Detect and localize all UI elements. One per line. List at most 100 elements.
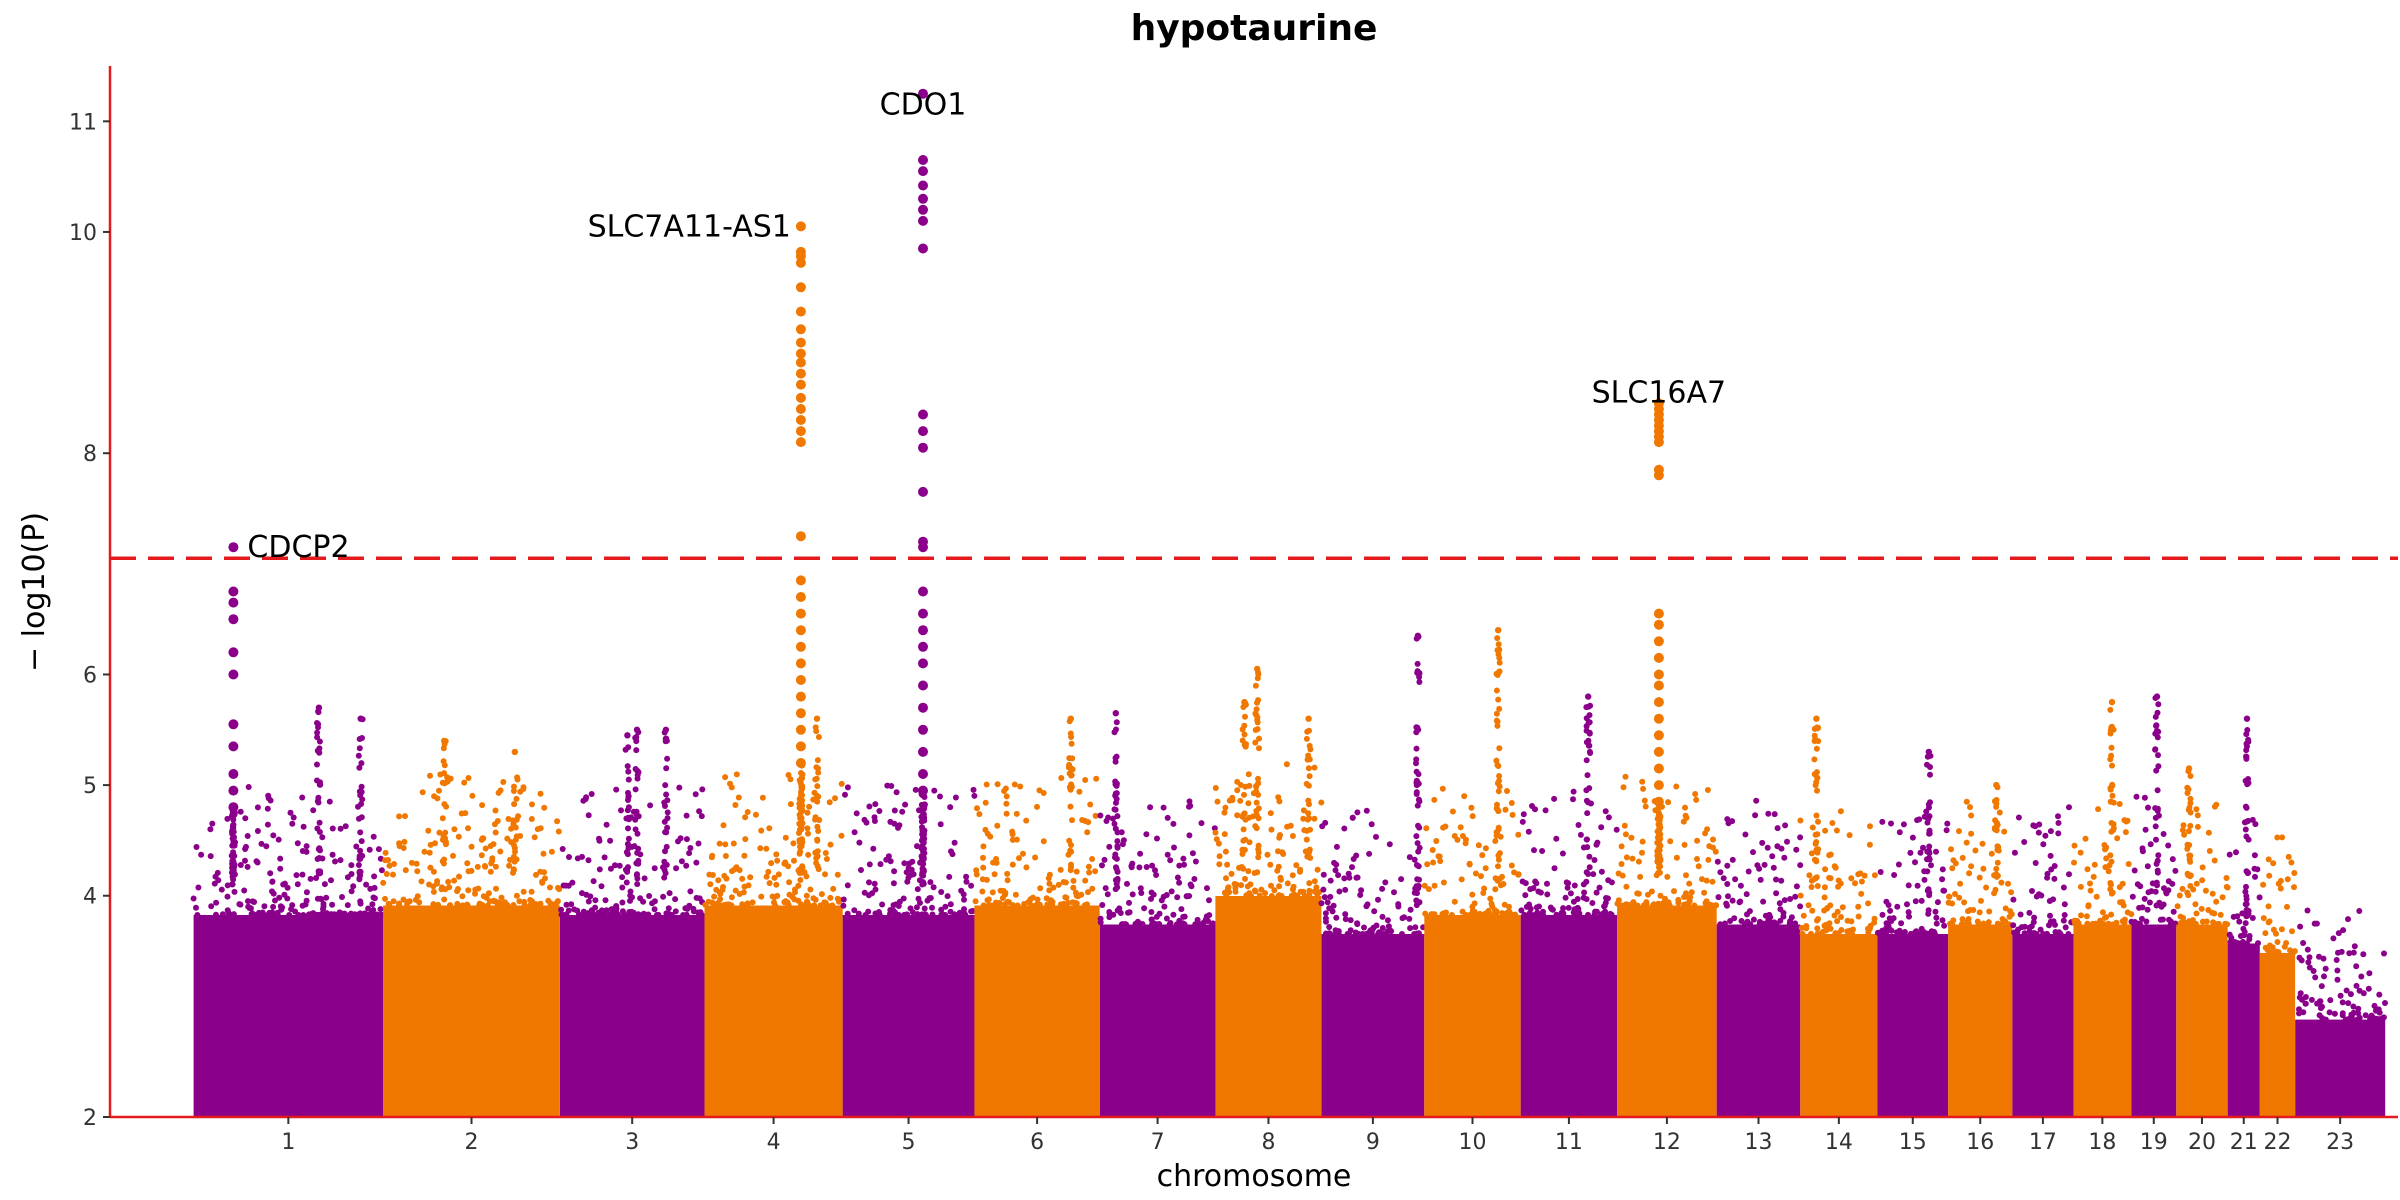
snp-point [2179,827,2186,834]
snp-point [263,843,270,850]
snp-point [1224,861,1231,868]
snp-point [190,895,197,902]
snp-point [1194,916,1201,923]
significant-snp [918,155,928,165]
dense-band [1800,934,1878,1117]
snp-point [903,869,910,876]
snp-point [976,811,983,818]
snp-point [1451,898,1458,905]
snp-point [1023,817,1030,824]
snp-point [2372,1007,2379,1014]
snp-point [358,760,365,767]
snp-point [774,892,781,899]
snp-point [1026,898,1033,905]
snp-point [1530,885,1537,892]
dense-band [2012,934,2074,1117]
dense-band [974,905,1100,1117]
snp-point [1274,867,1281,874]
snp-point [1985,919,1992,926]
snp-point [427,864,434,871]
snp-point [314,761,320,768]
snp-point [537,790,544,797]
snp-point [2184,784,2191,791]
snp-point [1838,927,1845,933]
snp-point [1112,851,1119,858]
snp-point [632,734,639,741]
snp-point [430,901,437,908]
snp-point [2223,875,2230,881]
snp-point [2090,873,2097,880]
significant-snp [228,586,239,597]
snp-point [1206,897,1212,904]
snp-point [672,896,679,903]
snp-point [1491,907,1498,914]
snp-point [2087,887,2094,894]
snp-point [2109,762,2115,769]
snp-point [1765,917,1772,924]
snp-point [1163,892,1170,898]
snp-point [949,851,956,858]
snp-point [1745,868,1752,875]
snp-point [1106,909,1113,915]
snp-point [1062,879,1069,886]
snp-point [2181,831,2188,838]
snp-point [512,848,518,855]
snp-point [1361,924,1367,931]
snp-point [2154,787,2161,794]
snp-point [1607,910,1614,917]
snp-point [1586,864,1593,871]
snp-point [1255,671,1262,678]
snp-point [2358,973,2365,980]
snp-point [702,901,709,908]
snp-point [2066,871,2072,878]
snp-point [1571,906,1578,913]
snp-point [1824,923,1831,930]
snp-point [1226,889,1233,896]
snp-point [1781,897,1788,904]
snp-point [1164,851,1171,858]
snp-point [919,871,925,878]
snp-point [2278,926,2285,933]
snp-point [2236,918,2243,925]
snp-point [735,794,742,801]
snp-point [812,776,819,783]
snp-point [511,748,519,756]
snp-point [814,757,821,764]
snp-point [2355,1010,2362,1017]
snp-point [242,846,249,852]
snp-point [1215,840,1222,847]
dense-band [383,905,560,1117]
snp-point [533,871,539,878]
snp-point [585,812,592,819]
snp-point [2219,894,2226,901]
snp-point [782,834,789,841]
snp-point [2243,731,2250,738]
snp-point [479,802,486,809]
snp-point [1706,843,1713,850]
snp-point [1501,901,1508,908]
snp-point [326,798,333,805]
snp-point [1111,806,1118,813]
snp-point [1778,877,1785,884]
snp-point [1978,897,1984,904]
snp-point [1741,921,1748,928]
snp-point [1895,861,1902,868]
snp-point [2268,949,2275,956]
snp-point [244,833,251,839]
snp-point [356,853,363,860]
snp-point [929,904,935,911]
snp-point [1161,903,1168,910]
snp-point [529,801,535,808]
snp-point [2240,925,2247,932]
snp-point [2224,921,2231,928]
snp-point [814,798,821,805]
snp-point [768,860,775,867]
snp-point [231,842,238,849]
snp-point [1811,732,1818,739]
snp-point [1116,905,1123,912]
snp-point [1176,879,1183,886]
snp-point [303,897,310,904]
snp-point [791,857,797,864]
snp-point [709,852,716,859]
snp-point [1933,914,1940,921]
